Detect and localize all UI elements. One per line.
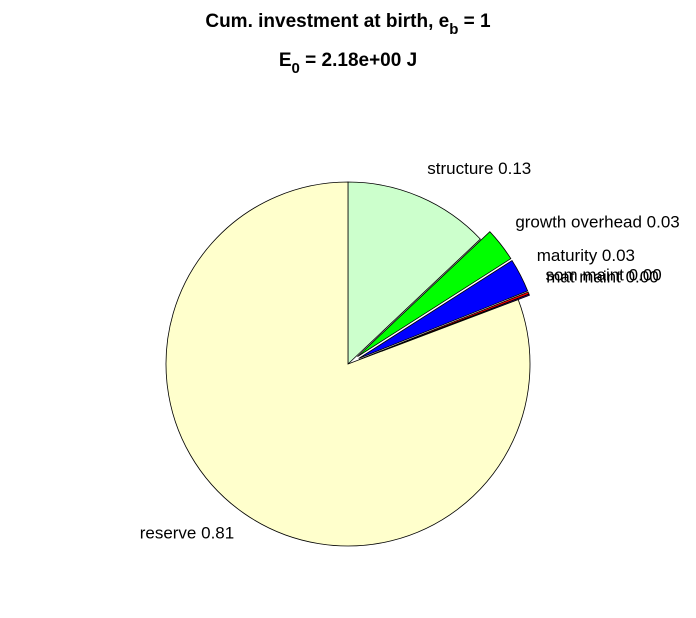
slice-label: structure 0.13 — [427, 159, 531, 178]
slice-label: mat maint 0.00 — [546, 267, 658, 286]
slice-label: growth overhead 0.03 — [515, 212, 679, 231]
slice-label: maturity 0.03 — [537, 246, 635, 265]
title-part: E — [279, 50, 292, 71]
pie-slice — [165, 181, 531, 547]
title-part: = 2.18e+00 J — [300, 50, 417, 71]
title-part: Cum. investment at birth, e — [205, 11, 449, 32]
chart-subtitle: E0 = 2.18e+00 J — [279, 50, 417, 77]
title-part: 0 — [292, 60, 300, 77]
pie-slice — [347, 181, 481, 365]
chart-title: Cum. investment at birth, eb = 1 — [205, 11, 491, 38]
slice-label: som maint 0.00 — [546, 265, 662, 284]
pie-slice — [358, 259, 529, 359]
pie-slice — [357, 231, 512, 357]
title-part: = 1 — [458, 11, 491, 32]
slice-label: reserve 0.81 — [140, 524, 235, 543]
title-part: b — [449, 21, 458, 38]
